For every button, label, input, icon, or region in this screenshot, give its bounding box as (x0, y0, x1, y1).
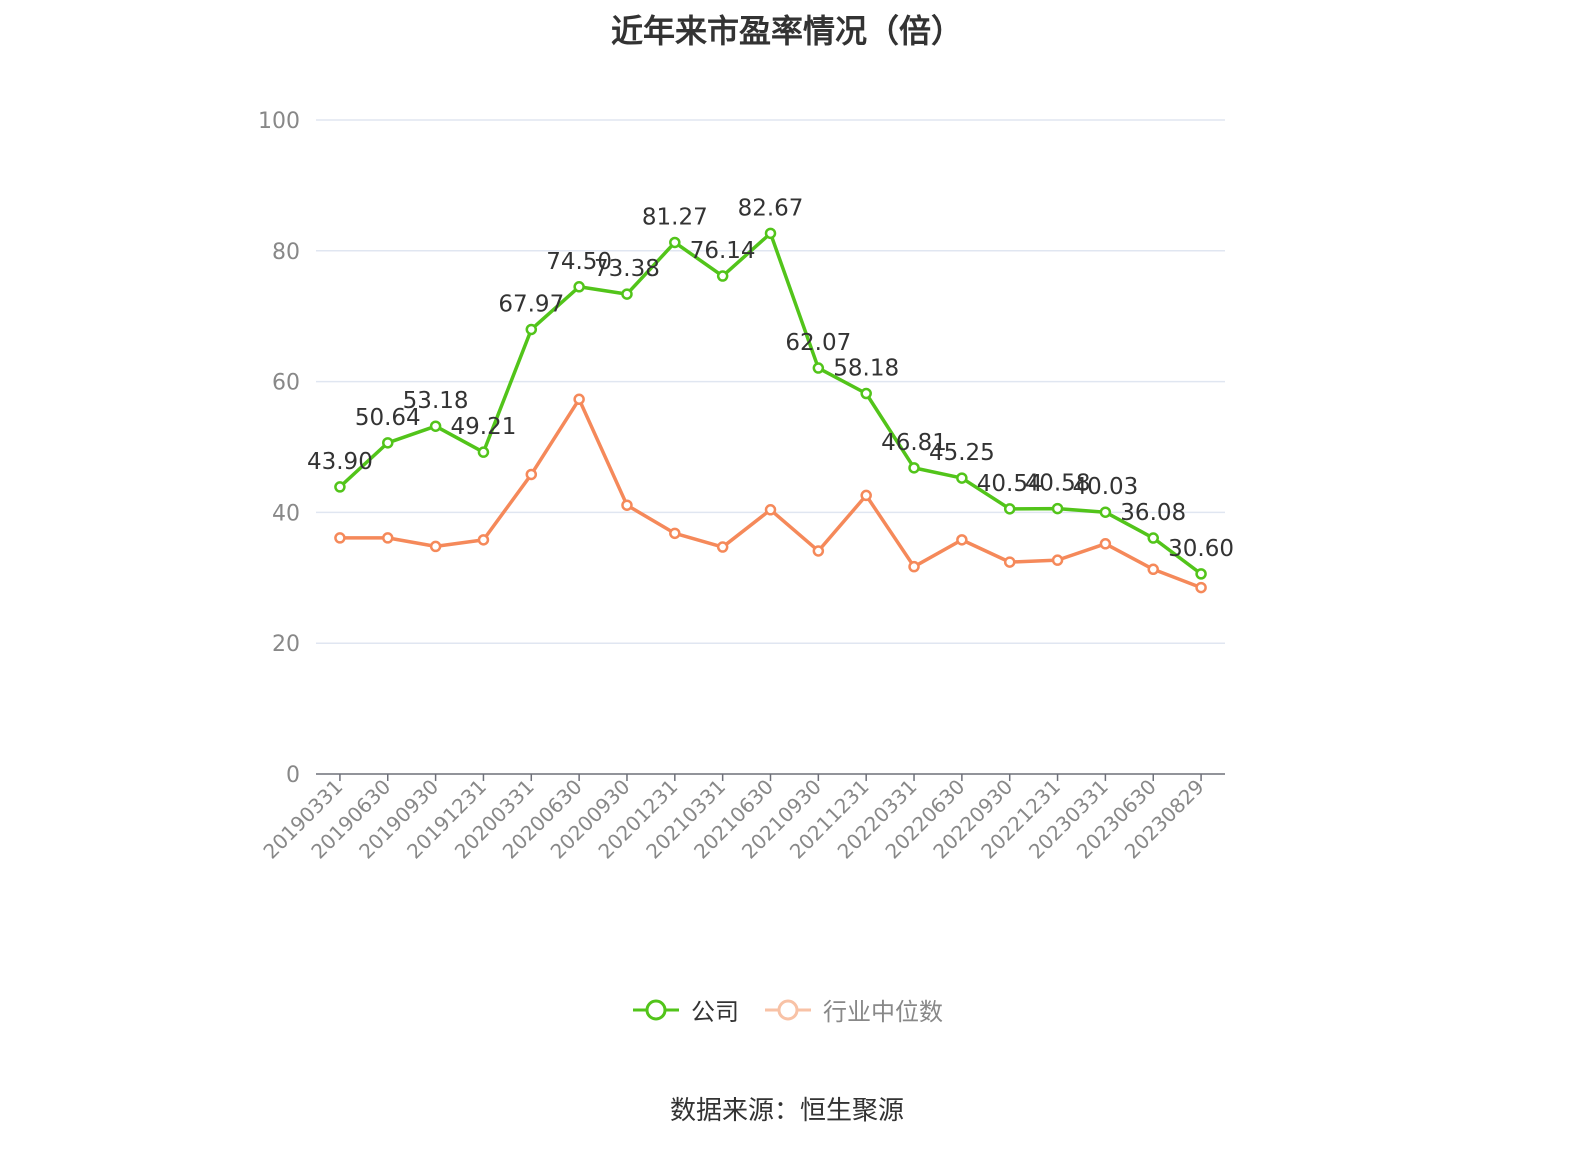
series-0-point[interactable] (1099, 506, 1112, 518)
pe-line-chart: 0 20 40 60 80 100 201903312019063020190930201… (258, 109, 1234, 864)
data-label: 40.54 (977, 471, 1043, 497)
series-1-point[interactable] (1003, 556, 1016, 568)
data-label: 76.14 (690, 238, 756, 264)
series-0-point[interactable] (477, 446, 490, 458)
series-0-point[interactable] (621, 288, 633, 300)
data-label: 62.07 (785, 330, 851, 356)
y-tick-label: 40 (272, 501, 300, 526)
data-label: 58.18 (833, 356, 899, 382)
data-source: 数据来源：恒生聚源 (669, 1096, 904, 1126)
data-label: 30.60 (1168, 536, 1234, 562)
series-0-point[interactable] (334, 481, 346, 493)
chart-title: 近年来市盈率情况（倍） (610, 12, 963, 50)
series-1-point[interactable] (764, 504, 777, 516)
series-0-point[interactable] (525, 323, 538, 336)
series-1-point[interactable] (1195, 581, 1207, 594)
series-1-point[interactable] (812, 545, 825, 557)
series-0-point[interactable] (1195, 568, 1207, 580)
series-1-point[interactable] (525, 468, 538, 481)
series-0-point[interactable] (1051, 502, 1064, 515)
y-tick-label: 80 (272, 240, 300, 265)
series-1-point[interactable] (716, 541, 729, 553)
series-1-point[interactable] (573, 393, 585, 406)
series-1-point[interactable] (860, 489, 872, 502)
y-tick-label: 60 (272, 371, 300, 396)
series-0-point[interactable] (716, 270, 729, 282)
data-label: 74.50 (546, 249, 612, 275)
legend-label-industry-median: 行业中位数 (823, 998, 943, 1026)
series-0-point[interactable] (860, 387, 872, 400)
legend-label-company: 公司 (691, 998, 739, 1026)
data-label: 43.90 (307, 449, 373, 475)
legend: 公司 行业中位数 (0, 992, 1574, 1027)
series-0-point[interactable] (908, 462, 920, 474)
series-1-point[interactable] (908, 560, 920, 573)
series-1-point[interactable] (1147, 563, 1159, 576)
series-0-point[interactable] (1003, 503, 1016, 515)
series-1-point[interactable] (382, 532, 394, 544)
data-label: 45.25 (929, 440, 995, 466)
data-label: 50.64 (355, 405, 421, 431)
series-1-point[interactable] (477, 534, 490, 546)
series-1-point[interactable] (334, 532, 346, 544)
series-1-point[interactable] (956, 534, 968, 546)
series-0-point[interactable] (1147, 532, 1159, 544)
series-line-0 (338, 231, 1203, 576)
series-0-point[interactable] (764, 227, 777, 240)
y-axis: 0 20 40 60 80 100 (258, 109, 300, 788)
data-label: 82.67 (738, 195, 804, 221)
data-label: 40.58 (1025, 471, 1091, 497)
legend-item-industry-median[interactable]: 行业中位数 (763, 992, 943, 1027)
series-1-point[interactable] (621, 499, 633, 511)
data-label: 49.21 (451, 414, 517, 440)
x-axis: 2019033120190630201909302019123120200331… (259, 773, 1225, 864)
data-label: 36.08 (1120, 500, 1186, 526)
series-0-point[interactable] (573, 281, 585, 293)
y-tick-label: 0 (286, 763, 300, 788)
series-0-point[interactable] (812, 362, 825, 374)
series-1-point[interactable] (1051, 554, 1064, 566)
legend-company-marker-icon (633, 999, 679, 1020)
series-0-point[interactable] (382, 437, 394, 449)
series-1-point[interactable] (429, 540, 442, 553)
series-0-point[interactable] (956, 472, 968, 484)
legend-item-company[interactable]: 公司 (631, 992, 739, 1027)
data-label: 40.03 (1072, 474, 1138, 500)
series-0-point[interactable] (669, 236, 681, 249)
data-label: 46.81 (881, 430, 947, 456)
y-tick-label: 20 (272, 632, 300, 657)
series-1-point[interactable] (1099, 538, 1112, 550)
legend-industry-marker-icon (765, 999, 811, 1020)
series-0-point[interactable] (429, 420, 442, 432)
series-layer (334, 227, 1207, 594)
series-1-point[interactable] (669, 527, 681, 540)
data-label: 81.27 (642, 204, 708, 230)
data-label: 73.38 (594, 256, 660, 282)
data-label: 53.18 (403, 388, 469, 414)
y-tick-label: 100 (258, 109, 300, 134)
data-label: 67.97 (498, 291, 564, 317)
